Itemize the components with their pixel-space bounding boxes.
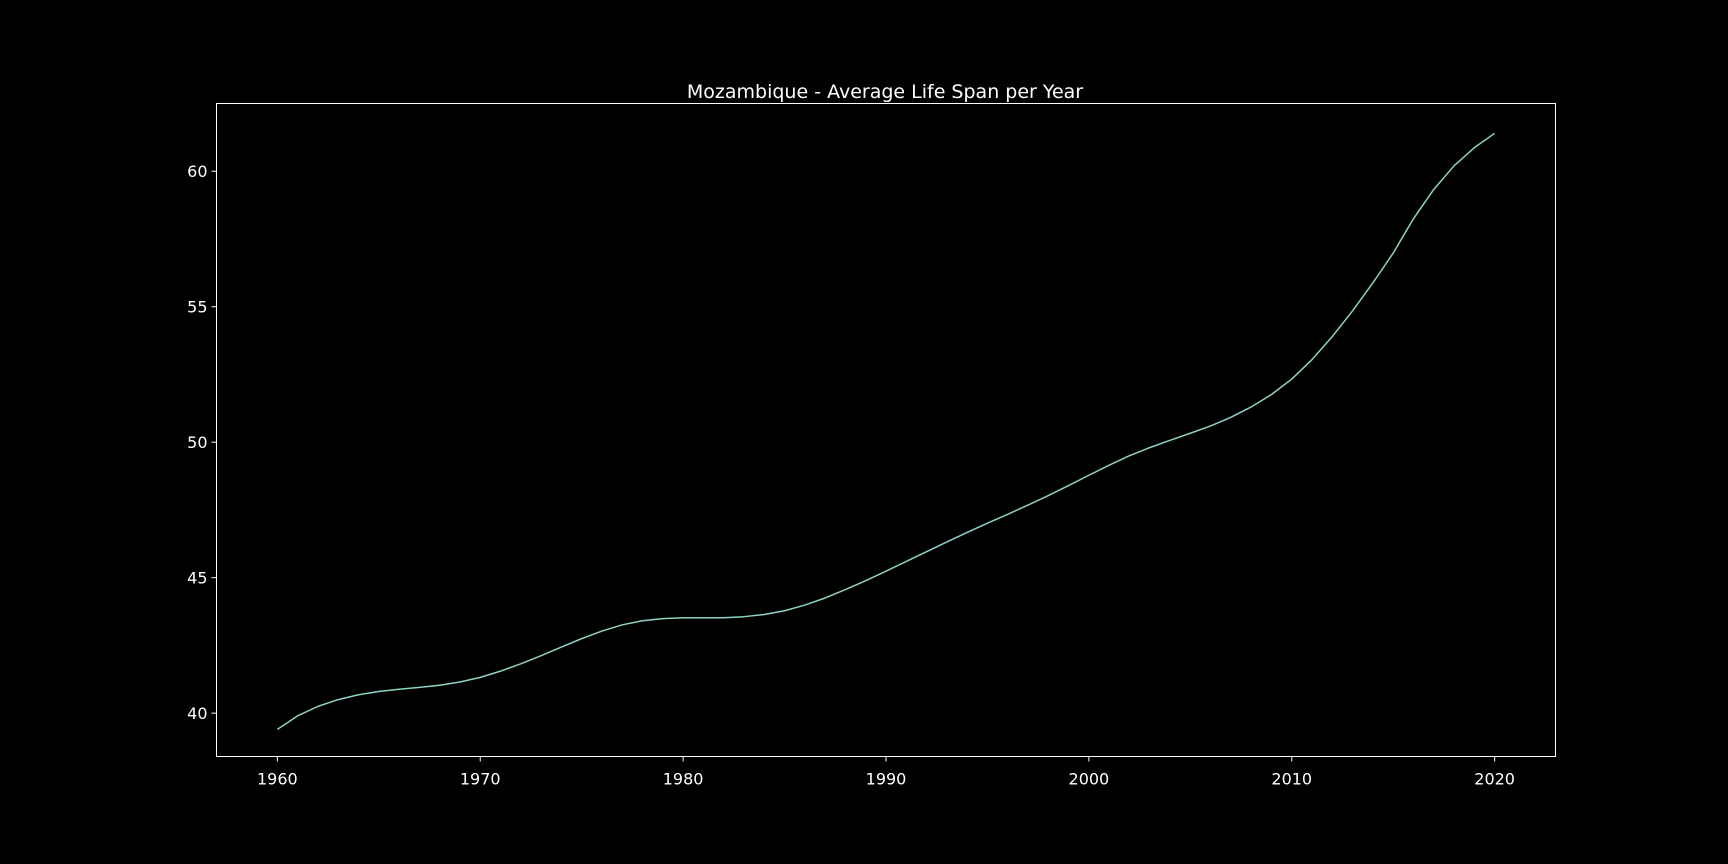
y-tick-label: 55 bbox=[187, 298, 207, 317]
series-lines bbox=[276, 132, 1496, 731]
x-tick-label: 1990 bbox=[866, 770, 907, 789]
x-tick-label: 2020 bbox=[1474, 770, 1515, 789]
x-tick-label: 2000 bbox=[1069, 770, 1110, 789]
y-tick-label: 50 bbox=[187, 433, 207, 452]
x-tick-label: 1980 bbox=[663, 770, 704, 789]
x-tick-label: 1960 bbox=[257, 770, 298, 789]
plot-area-frame bbox=[216, 103, 1556, 757]
y-tick-label: 60 bbox=[187, 162, 207, 181]
life-span-series-line bbox=[276, 132, 1496, 731]
x-tick-label: 2010 bbox=[1271, 770, 1312, 789]
axis-ticks: 1960 1970 1980 1990 2000 2010 2020 40 45 50 55 60 bbox=[187, 162, 1515, 788]
x-tick-label: 1970 bbox=[460, 770, 501, 789]
y-tick-label: 40 bbox=[187, 704, 207, 723]
y-tick-label: 45 bbox=[187, 569, 207, 588]
chart-title: Mozambique - Average Life Span per Year bbox=[687, 81, 1083, 103]
